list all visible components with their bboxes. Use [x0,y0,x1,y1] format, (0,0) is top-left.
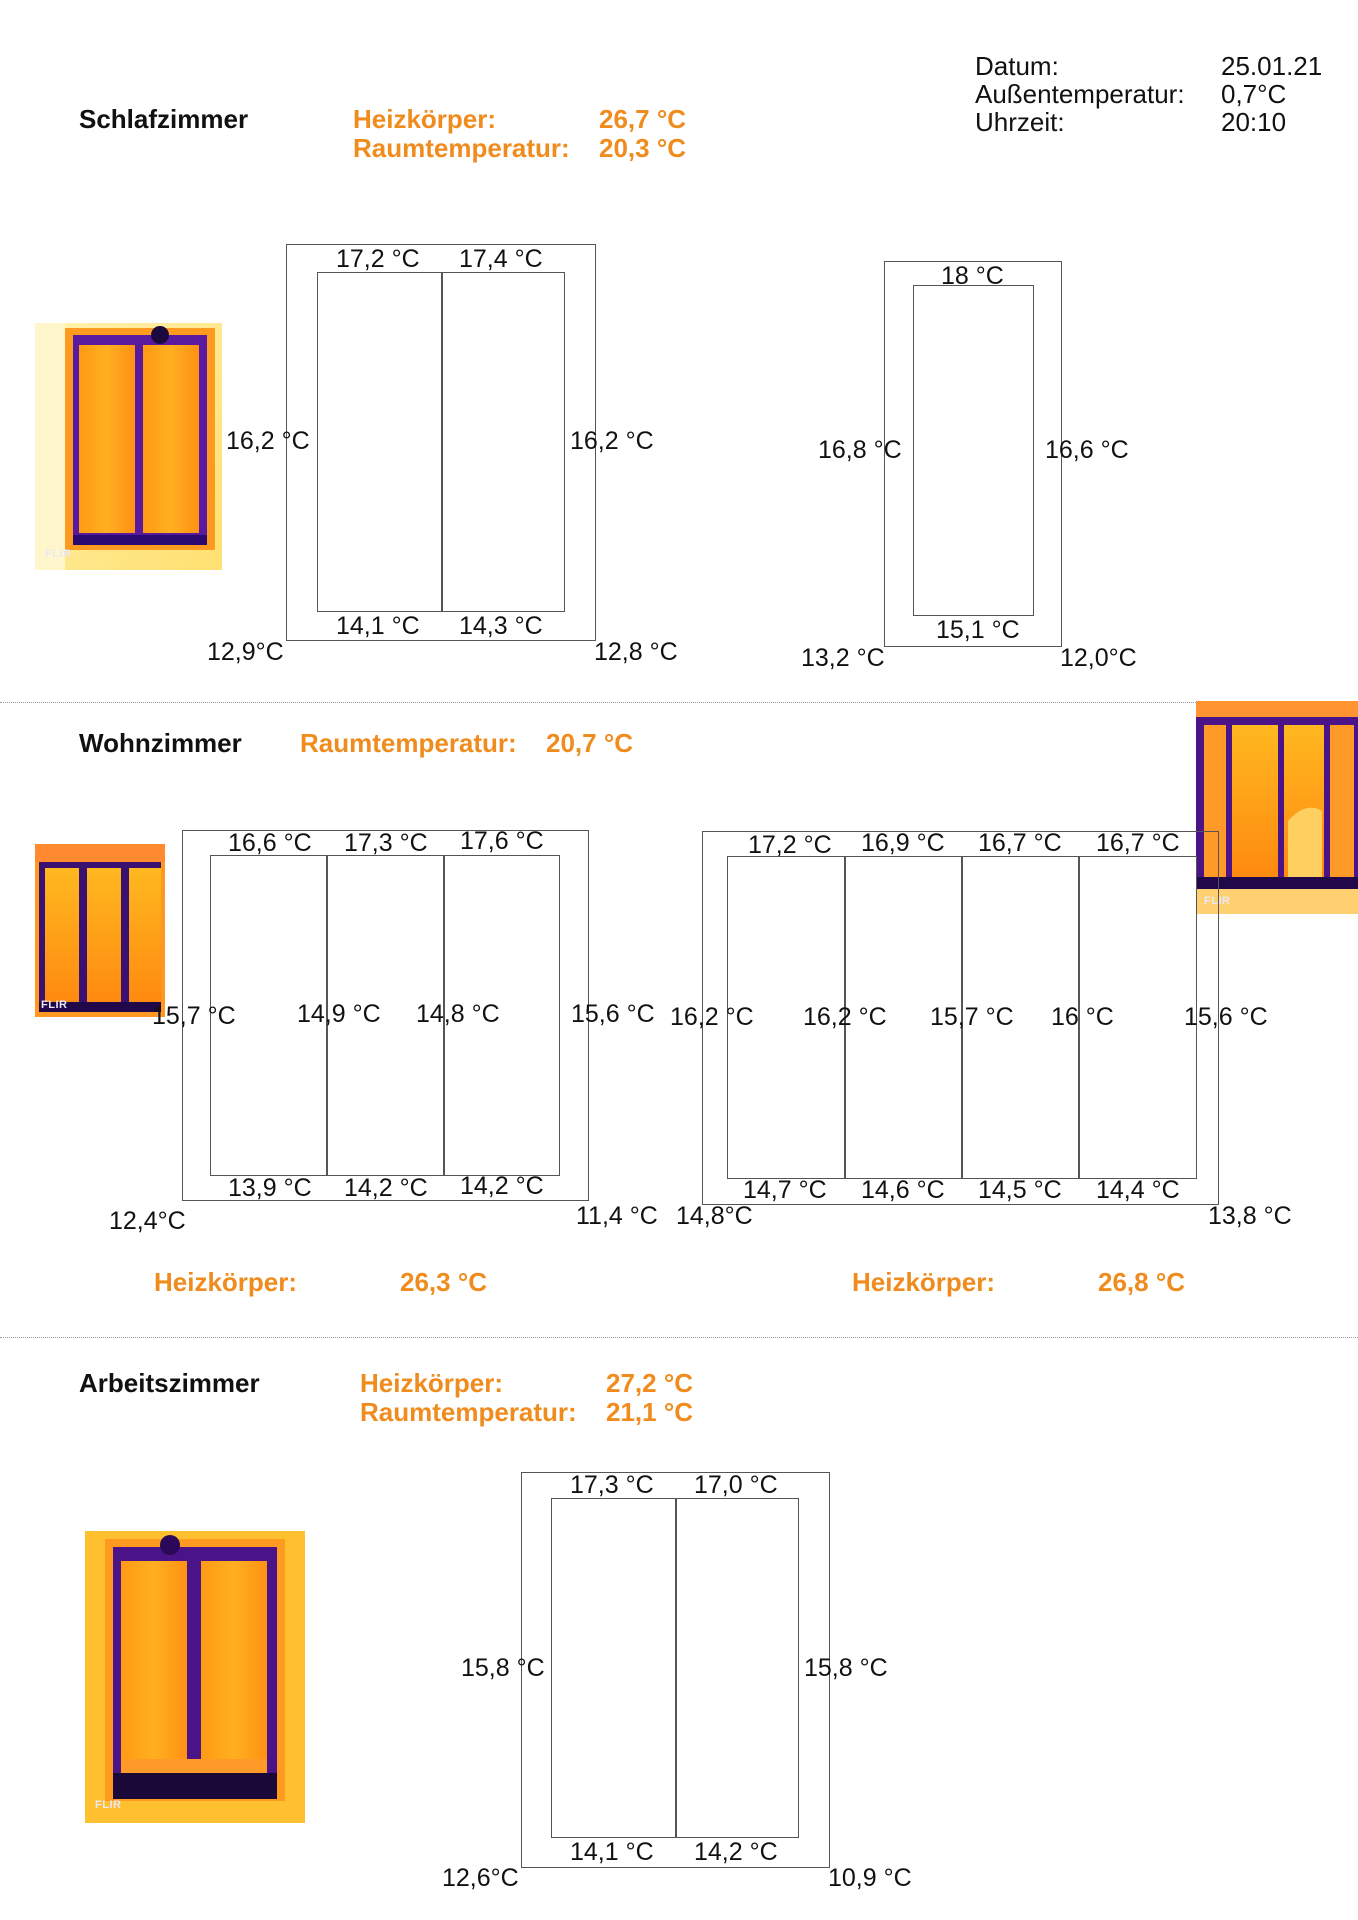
window-frame-outer [521,1472,830,1868]
heater-label: Heizkörper: [154,1267,298,1297]
temp-top-right: 17,0 °C [694,1471,778,1499]
flir-logo: FLIR [95,1799,122,1811]
temp-corner-right: 13,8 °C [1208,1202,1292,1230]
temp-top: 16,6 °C [228,829,312,857]
heater-label: Heizkörper: [353,104,497,134]
flir-logo: FLIR [41,999,68,1011]
heater-value: 26,3 °C [400,1267,488,1297]
temp-top: 17,3 °C [344,829,428,857]
thermal-image-schlafzimmer: FLIR [35,323,222,570]
temp-right: 16,6 °C [1045,436,1129,464]
temp-top: 17,6 °C [460,827,544,855]
temp-top: 16,9 °C [861,829,945,857]
flir-logo: FLIR [45,548,72,560]
temp-bottom-left: 14,1 °C [336,612,420,640]
heater-label: Heizkörper: [360,1368,504,1398]
window-mullion [961,856,963,1179]
outdoor-temperature-label: Außentemperatur: [975,79,1185,109]
temp-top: 17,2 °C [748,831,832,859]
temp-corner-right: 11,4 °C [576,1202,658,1230]
temp-left: 16,2 °C [226,427,310,455]
temp-right: 15,8 °C [804,1654,888,1682]
temp-corner-left: 12,9°C [207,638,284,666]
room-temperature-value: 21,1 °C [606,1397,694,1427]
temp-bottom: 14,4 °C [1096,1176,1180,1204]
temp-mid: 15,6 °C [1184,1003,1268,1031]
room-title-wohnzimmer: Wohnzimmer [79,728,242,758]
room-temperature-value: 20,7 °C [546,728,634,758]
room-temperature-label: Raumtemperatur: [353,133,570,163]
thermal-image-wohnzimmer-left: FLIR [35,844,165,1017]
temp-bottom: 15,1 °C [936,616,1020,644]
temp-mid: 15,7 °C [930,1003,1014,1031]
temp-bottom-left: 14,1 °C [570,1838,654,1866]
temp-bottom: 13,9 °C [228,1174,312,1202]
temp-top: 18 °C [941,262,1004,290]
heater-value: 26,8 °C [1098,1267,1186,1297]
temp-corner-right: 12,0°C [1060,644,1137,672]
temp-corner-left: 12,6°C [442,1864,519,1892]
temp-mid: 16,2 °C [670,1003,754,1031]
temp-mid: 16 °C [1051,1003,1114,1031]
temp-top: 16,7 °C [978,829,1062,857]
heater-value: 26,7 °C [599,104,687,134]
section-divider [0,1337,1358,1338]
room-temperature-value: 20,3 °C [599,133,687,163]
temp-top-left: 17,2 °C [336,245,420,273]
room-title-schlafzimmer: Schlafzimmer [79,104,249,134]
date-label: Datum: [975,51,1059,81]
window-frame-inner [210,855,560,1176]
room-title-arbeitszimmer: Arbeitszimmer [79,1368,260,1398]
window-mullion [326,855,328,1176]
window-frame-outer [702,831,1219,1205]
temp-bottom-right: 14,3 °C [459,612,543,640]
window-mullion [443,855,445,1176]
temp-corner-right: 10,9 °C [828,1864,912,1892]
temp-mid: 15,6 °C [571,1000,655,1028]
date-value: 25.01.21 [1221,51,1323,81]
temp-bottom: 14,6 °C [861,1176,945,1204]
temp-bottom: 14,7 °C [743,1176,827,1204]
outdoor-temperature-value: 0,7°C [1221,79,1287,109]
temp-bottom-right: 14,2 °C [694,1838,778,1866]
temp-mid: 15,7 °C [152,1002,236,1030]
temp-bottom: 14,2 °C [344,1174,428,1202]
heater-value: 27,2 °C [606,1368,694,1398]
temp-right: 16,2 °C [570,427,654,455]
window-frame-inner [913,285,1034,616]
temp-bottom: 14,2 °C [460,1172,544,1200]
window-mullion [844,856,846,1179]
temp-left: 15,8 °C [461,1654,545,1682]
temp-left: 16,8 °C [818,436,902,464]
heater-label: Heizkörper: [852,1267,996,1297]
flir-logo: FLIR [1204,895,1231,907]
temp-top-right: 17,4 °C [459,245,543,273]
temp-bottom: 14,5 °C [978,1176,1062,1204]
room-temperature-label: Raumtemperatur: [300,728,517,758]
temp-corner-right: 12,8 °C [594,638,678,666]
window-mullion [675,1498,677,1838]
temp-mid: 14,9 °C [297,1000,381,1028]
temp-corner-left: 13,2 °C [801,644,885,672]
temp-corner-left: 14,8°C [676,1202,753,1230]
window-mullion [441,272,443,612]
room-temperature-label: Raumtemperatur: [360,1397,577,1427]
time-label: Uhrzeit: [975,107,1065,137]
temp-top-left: 17,3 °C [570,1471,654,1499]
thermal-image-arbeitszimmer: FLIR [85,1531,305,1823]
temp-mid: 14,8 °C [416,1000,500,1028]
window-frame-outer [286,244,596,641]
temp-top: 16,7 °C [1096,829,1180,857]
window-mullion [1078,856,1080,1179]
temp-corner-left: 12,4°C [109,1207,186,1235]
time-value: 20:10 [1221,107,1287,137]
thermal-image-wohnzimmer-right: FLIR [1196,701,1358,914]
window-frame-outer [182,830,589,1201]
section-divider [0,702,1358,703]
temp-mid: 16,2 °C [803,1003,887,1031]
window-frame-outer [884,261,1062,647]
